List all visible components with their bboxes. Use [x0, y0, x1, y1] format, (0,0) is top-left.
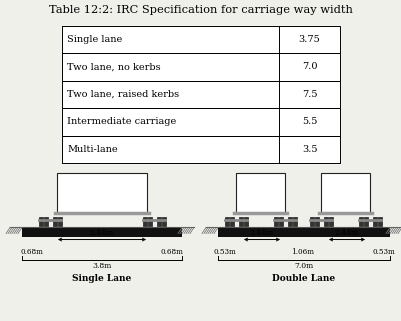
- Bar: [314, 217, 318, 226]
- Text: Intermediate carriage: Intermediate carriage: [67, 117, 176, 126]
- Text: 2.44m: 2.44m: [334, 229, 358, 237]
- Bar: [57, 173, 147, 213]
- Bar: [162, 217, 166, 226]
- Text: 0.68m: 0.68m: [20, 247, 43, 256]
- Bar: [235, 173, 284, 213]
- Text: Two lane, no kerbs: Two lane, no kerbs: [67, 62, 160, 71]
- Text: 7.0m: 7.0m: [294, 262, 313, 270]
- Bar: [229, 217, 233, 226]
- Text: Two lane, raised kerbs: Two lane, raised kerbs: [67, 90, 179, 99]
- Text: 2.44m: 2.44m: [90, 229, 114, 237]
- Text: 0.53m: 0.53m: [371, 247, 394, 256]
- Bar: [243, 217, 247, 226]
- Text: Table 12:2: IRC Specification for carriage way width: Table 12:2: IRC Specification for carria…: [49, 5, 352, 15]
- Bar: [217, 228, 389, 237]
- Text: Single Lane: Single Lane: [72, 274, 131, 283]
- Bar: [44, 217, 48, 226]
- Bar: [372, 217, 376, 226]
- Bar: [323, 217, 327, 226]
- Bar: [143, 217, 147, 226]
- Bar: [292, 217, 296, 226]
- Bar: [22, 228, 182, 237]
- Bar: [328, 217, 332, 226]
- Text: 0.68m: 0.68m: [160, 247, 183, 256]
- Text: 7.0: 7.0: [301, 62, 316, 71]
- Bar: [273, 217, 277, 226]
- Text: 3.8m: 3.8m: [92, 262, 111, 270]
- Bar: [39, 217, 43, 226]
- Bar: [58, 217, 62, 226]
- Bar: [309, 217, 313, 226]
- Text: 1.06m: 1.06m: [291, 247, 314, 256]
- Text: Double Lane: Double Lane: [272, 274, 335, 283]
- Text: Multi-lane: Multi-lane: [67, 145, 117, 154]
- Bar: [287, 217, 291, 226]
- Bar: [239, 217, 242, 226]
- Text: 0.53m: 0.53m: [213, 247, 235, 256]
- Text: 3.5: 3.5: [301, 145, 316, 154]
- Bar: [358, 217, 362, 226]
- Bar: [225, 217, 229, 226]
- Bar: [320, 173, 369, 213]
- Bar: [53, 217, 57, 226]
- Bar: [377, 217, 381, 226]
- Bar: [278, 217, 282, 226]
- Text: 7.5: 7.5: [301, 90, 316, 99]
- Text: 5.5: 5.5: [301, 117, 316, 126]
- Bar: [148, 217, 152, 226]
- Bar: [363, 217, 367, 226]
- Text: 2.44m: 2.44m: [249, 229, 273, 237]
- Text: 3.75: 3.75: [298, 35, 320, 44]
- Text: Single lane: Single lane: [67, 35, 122, 44]
- Bar: [157, 217, 160, 226]
